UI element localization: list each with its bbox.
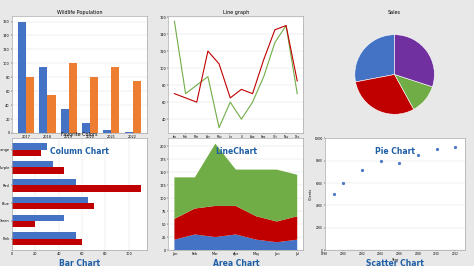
Wedge shape	[356, 74, 414, 114]
Legend: Year 2017, Year 2018: Year 2017, Year 2018	[217, 164, 255, 169]
Wedge shape	[355, 35, 394, 82]
Legend: Plant 3, Plant 2, Plant 1: Plant 3, Plant 2, Plant 1	[357, 187, 372, 201]
Title: Wildlife Population: Wildlife Population	[57, 10, 102, 15]
Bar	[12, 185, 140, 192]
Text: LineChart: LineChart	[215, 147, 257, 156]
Y-axis label: Clients: Clients	[309, 188, 313, 200]
Point	[395, 161, 403, 165]
Bar	[12, 143, 47, 150]
Bar	[103, 130, 111, 133]
Text: Pie Chart: Pie Chart	[374, 147, 415, 156]
Point	[414, 153, 422, 157]
Bar	[12, 161, 53, 168]
Bar	[82, 123, 90, 133]
Bar	[18, 22, 26, 133]
Bar	[90, 77, 98, 133]
Text: Area Chart: Area Chart	[212, 259, 259, 266]
Title: Sales: Sales	[388, 10, 401, 15]
Point	[433, 147, 440, 152]
Point	[339, 181, 347, 185]
Title: Favorite Colors: Favorite Colors	[61, 132, 98, 137]
Wedge shape	[394, 35, 434, 87]
Bar	[61, 109, 69, 133]
Bar	[12, 203, 94, 209]
Point	[330, 192, 338, 196]
Wedge shape	[394, 74, 432, 109]
Bar	[125, 132, 133, 133]
Point	[377, 159, 384, 163]
Bar	[12, 168, 64, 174]
Bar	[12, 150, 41, 156]
Bar	[12, 221, 35, 227]
X-axis label: Year: Year	[391, 257, 398, 261]
Bar	[39, 67, 47, 133]
Text: Scatter Chart: Scatter Chart	[365, 259, 424, 266]
Bar	[12, 197, 88, 203]
Title: Line graph: Line graph	[223, 10, 249, 15]
Text: Column Chart: Column Chart	[50, 147, 109, 156]
Bar	[26, 77, 34, 133]
Legend: Elephants, Whales: Elephants, Whales	[63, 164, 96, 169]
Bar	[111, 67, 119, 133]
Legend: Canada, US: Canada, US	[200, 189, 216, 199]
Point	[451, 145, 459, 149]
Bar	[12, 239, 82, 245]
Text: Bar Chart: Bar Chart	[59, 259, 100, 266]
Bar	[69, 63, 77, 133]
Bar	[133, 81, 141, 133]
Bar	[12, 215, 64, 221]
Point	[358, 168, 366, 172]
Bar	[12, 179, 76, 185]
Bar	[12, 232, 76, 239]
Bar	[47, 95, 55, 133]
